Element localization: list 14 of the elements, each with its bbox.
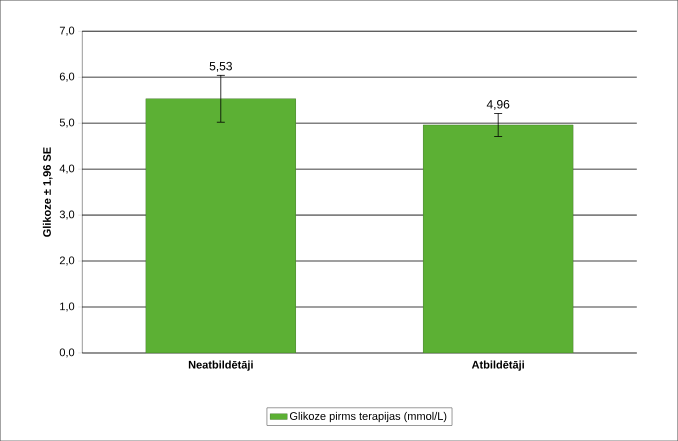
data-label: 4,96 <box>486 100 510 110</box>
y-axis-title: Glikoze ± 1,96 SE <box>42 147 52 237</box>
y-tick-label: 4,0 <box>60 164 74 174</box>
y-tick-label: 0,0 <box>60 348 74 358</box>
x-tick-label: Neatbildētāji <box>188 360 253 371</box>
y-tick-label: 6,0 <box>60 72 74 82</box>
x-tick-label: Atbildētāji <box>472 360 524 371</box>
y-tick-label: 3,0 <box>60 210 74 220</box>
data-label: 5,53 <box>210 62 232 72</box>
y-tick-label: 7,0 <box>60 26 74 36</box>
y-tick-label: 1,0 <box>60 302 74 312</box>
y-tick-label: 5,0 <box>60 118 74 128</box>
y-tick-label: 2,0 <box>60 256 74 266</box>
legend-label: Glikoze pirms terapijas (mmol/L) <box>290 412 446 422</box>
